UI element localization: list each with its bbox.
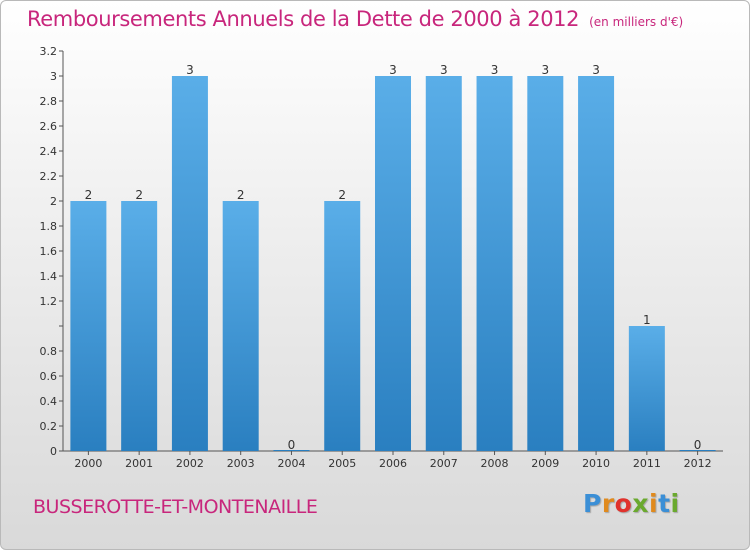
x-tick-label: 2005 — [328, 457, 356, 470]
logo-letter: i — [670, 489, 680, 518]
x-tick-label: 2007 — [430, 457, 458, 470]
y-tick-label: 0 — [50, 445, 57, 458]
data-label: 0 — [288, 438, 296, 452]
bar — [578, 76, 615, 451]
x-tick-label: 2010 — [582, 457, 610, 470]
logo-letter: i — [649, 489, 659, 518]
y-tick-label: 0.8 — [40, 345, 58, 358]
y-tick-label: 1.4 — [40, 270, 58, 283]
data-label: 3 — [389, 63, 397, 77]
data-label: 2 — [85, 188, 93, 202]
y-tick-label: 1.6 — [40, 245, 58, 258]
logo-letter: x — [632, 489, 649, 518]
bar — [273, 450, 310, 451]
data-label: 2 — [135, 188, 143, 202]
logo-letter: P — [583, 489, 602, 518]
bar — [222, 201, 259, 451]
y-tick-label: 1.2 — [40, 295, 58, 308]
bar — [679, 450, 716, 451]
data-label: 3 — [592, 63, 600, 77]
x-tick-label: 2004 — [277, 457, 305, 470]
y-tick-label: 0.6 — [40, 370, 58, 383]
y-tick-label: 0.2 — [40, 420, 58, 433]
x-tick-label: 2006 — [379, 457, 407, 470]
data-label: 3 — [440, 63, 448, 77]
y-tick-label: 2.4 — [40, 145, 58, 158]
y-tick-label: 2.8 — [40, 95, 58, 108]
x-tick-label: 2001 — [125, 457, 153, 470]
data-label: 3 — [541, 63, 549, 77]
x-tick-label: 2012 — [684, 457, 712, 470]
data-label: 2 — [338, 188, 346, 202]
chart-bars — [70, 76, 716, 451]
data-label: 2 — [237, 188, 245, 202]
x-tick-label: 2000 — [74, 457, 102, 470]
y-tick-label: 2.2 — [40, 170, 58, 183]
bar — [324, 201, 361, 451]
bar — [70, 201, 107, 451]
x-tick-label: 2009 — [531, 457, 559, 470]
bar — [171, 76, 208, 451]
data-label: 0 — [694, 438, 702, 452]
data-label: 3 — [186, 63, 194, 77]
y-tick-label: 2 — [50, 195, 57, 208]
bar — [476, 76, 513, 451]
title-text: Remboursements Annuels de la Dette de 20… — [27, 7, 580, 31]
x-tick-label: 2008 — [481, 457, 509, 470]
chart-labels: 2 2 3 2 0 2 3 3 3 3 3 1 0 — [85, 63, 702, 452]
logo-letter: t — [658, 489, 671, 518]
bar — [628, 326, 665, 451]
y-tick-label: 3 — [50, 70, 57, 83]
chart-subtitle: (en milliers d'€) — [589, 15, 684, 29]
y-tick-label: 0.4 — [40, 395, 58, 408]
x-tick-label: 2011 — [633, 457, 661, 470]
y-tick-label: 2.6 — [40, 120, 58, 133]
bar — [121, 201, 158, 451]
commune-name: BUSSEROTTE-ET-MONTENAILLE — [33, 496, 318, 518]
proxiti-logo[interactable]: Proxiti — [583, 489, 680, 518]
chart-title: Remboursements Annuels de la Dette de 20… — [27, 7, 683, 31]
bar — [375, 76, 411, 451]
logo-letter: o — [614, 489, 633, 518]
bar — [527, 76, 564, 451]
data-label: 3 — [491, 63, 499, 77]
y-tick-label: 1.8 — [40, 220, 58, 233]
x-tick-label: 2002 — [176, 457, 204, 470]
data-label: 1 — [643, 313, 651, 327]
bar — [425, 76, 462, 451]
logo-letter: r — [601, 489, 615, 518]
y-tick-label: 3.2 — [40, 45, 58, 58]
x-tick-label: 2003 — [227, 457, 255, 470]
chart-axes: 0 0.2 0.4 0.6 0.8 1.2 1.4 1.6 1.8 2 2.2 2.4 2.6 2.8 3 3… — [40, 45, 723, 470]
